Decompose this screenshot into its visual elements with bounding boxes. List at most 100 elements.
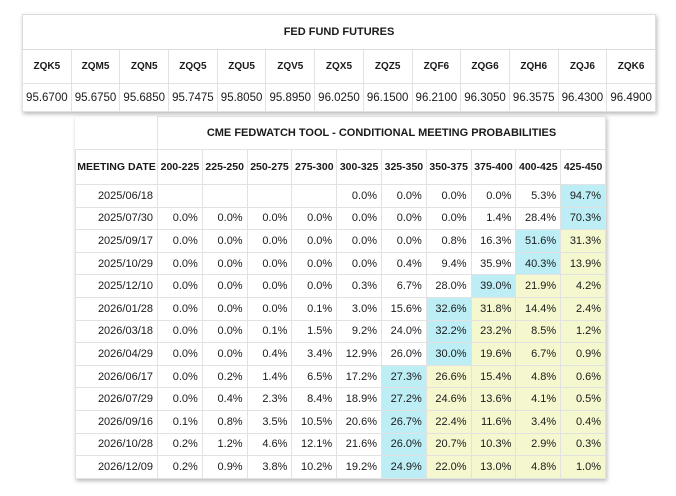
probability-cell: 22.0% [425, 455, 472, 479]
fedwatch-probabilities-table: CME FEDWATCH TOOL - CONDITIONAL MEETING … [75, 116, 607, 479]
probability-cell: 0.0% [157, 364, 203, 389]
futures-contract-header: ZQH6 [508, 49, 559, 84]
futures-price-cell: 96.1500 [362, 83, 413, 112]
futures-contract-header: ZQG6 [460, 49, 510, 84]
futures-contract-header: ZQF6 [411, 49, 462, 84]
probability-cell: 27.3% [380, 364, 427, 389]
probability-cell: 0.4% [246, 342, 293, 366]
meeting-date-cell: 2026/04/29 [75, 342, 158, 366]
probability-cell: 10.2% [291, 455, 338, 479]
probability-cell: 9.4% [425, 251, 472, 276]
probability-cell: 0.0% [380, 206, 427, 231]
probability-cell: 31.3% [560, 229, 607, 253]
probability-cell: 0.0% [336, 251, 382, 276]
probability-cell: 12.1% [291, 432, 338, 457]
meeting-date-cell: 2025/06/18 [75, 184, 158, 208]
probability-cell: 6.7% [515, 342, 562, 366]
table-row: 2026/06/17 0.0% 0.2% 1.4% 6.5% 17.2% 27.3% 26.6… [75, 364, 607, 389]
meeting-date-cell: 2026/06/17 [75, 364, 158, 389]
probability-cell: 0.0% [336, 184, 382, 208]
meeting-date-header: MEETING DATE [75, 149, 158, 185]
probability-cell: 19.6% [470, 342, 517, 366]
futures-price-cell: 96.4900 [606, 83, 656, 112]
probabilities-header-row: MEETING DATE 200-225 225-250 250-275 275-30… [75, 149, 607, 185]
probability-cell: 8.4% [291, 387, 338, 411]
probability-cell: 0.1% [157, 409, 203, 434]
probability-cell: 19.2% [336, 455, 382, 479]
probability-cell: 0.0% [380, 184, 427, 208]
probability-cell: 20.6% [336, 409, 382, 434]
probability-cell: 1.0% [560, 455, 607, 479]
probability-cell: 32.2% [425, 319, 472, 344]
probability-cell: 39.0% [470, 274, 517, 298]
probability-cell: 0.0% [201, 251, 248, 276]
probability-cell: 0.0% [157, 319, 203, 344]
rate-range-header: 250-275 [246, 149, 293, 185]
probability-cell: 9.2% [336, 319, 382, 344]
meeting-date-cell: 2026/12/09 [75, 455, 158, 479]
probability-cell: 0.0% [425, 184, 472, 208]
probability-cell: 0.2% [201, 364, 248, 389]
probability-cell: 0.0% [201, 319, 248, 344]
table-row: 2026/10/28 0.2% 1.2% 4.6% 12.1% 21.6% 26.0% 20.… [75, 432, 607, 457]
futures-price-cell: 95.8050 [216, 83, 267, 112]
probability-cell: 0.8% [425, 229, 472, 253]
probability-cell: 0.0% [470, 184, 517, 208]
probability-cell: 23.2% [470, 319, 517, 344]
probability-cell: 0.0% [336, 229, 382, 253]
probabilities-title: CME FEDWATCH TOOL - CONDITIONAL MEETING … [156, 116, 607, 150]
probability-cell: 0.6% [560, 364, 607, 389]
probability-cell: 1.2% [201, 432, 248, 457]
probability-cell: 15.6% [380, 296, 427, 321]
probability-cell: 0.4% [560, 409, 607, 434]
probability-cell: 14.4% [515, 296, 562, 321]
table-row: 2025/09/17 0.0% 0.0% 0.0% 0.0% 0.0% 0.0% 0.8% 16… [75, 229, 607, 253]
probability-cell: 32.6% [425, 296, 472, 321]
rate-range-header: 350-375 [425, 149, 472, 185]
rate-range-header: 300-325 [336, 149, 382, 185]
futures-price-cell: 96.2100 [411, 83, 462, 112]
probability-cell: 0.0% [291, 274, 338, 298]
probability-cell: 13.0% [470, 455, 517, 479]
probability-cell: 10.5% [291, 409, 338, 434]
probability-cell: 3.5% [246, 409, 293, 434]
probability-cell: 27.2% [380, 387, 427, 411]
table-row: 2025/07/30 0.0% 0.0% 0.0% 0.0% 0.0% 0.0% 0.0% 1.… [75, 206, 607, 231]
probability-cell: 0.2% [157, 432, 203, 457]
futures-contract-header: ZQX5 [314, 49, 364, 84]
probability-cell: 0.0% [201, 296, 248, 321]
probability-cell [157, 184, 203, 208]
probability-cell: 0.3% [560, 432, 607, 457]
meeting-date-cell: 2025/09/17 [75, 229, 158, 253]
futures-price-cell: 96.3575 [508, 83, 559, 112]
probability-cell: 26.0% [380, 342, 427, 366]
probability-cell: 0.0% [291, 206, 338, 231]
probability-cell: 15.4% [470, 364, 517, 389]
probability-cell: 28.4% [515, 206, 562, 231]
fed-fund-futures-table: FED FUND FUTURES ZQK5 ZQM5 ZQN5 ZQQ5 ZQU5 ZQV… [22, 14, 656, 112]
futures-contract-header: ZQN5 [119, 49, 170, 84]
probability-cell [291, 184, 338, 208]
probability-cell: 16.3% [470, 229, 517, 253]
table-corner [75, 116, 158, 150]
probability-cell: 3.4% [515, 409, 562, 434]
rate-range-header: 425-450 [560, 149, 607, 185]
futures-contract-header: ZQQ5 [168, 49, 218, 84]
table-row: 2025/12/10 0.0% 0.0% 0.0% 0.0% 0.3% 6.7% 28.0% 3… [75, 274, 607, 298]
futures-contract-header: ZQJ6 [557, 49, 608, 84]
probability-cell: 26.6% [425, 364, 472, 389]
futures-price-cell: 96.3050 [460, 83, 510, 112]
probability-cell: 11.6% [470, 409, 517, 434]
probability-cell: 4.8% [515, 364, 562, 389]
probability-cell: 26.0% [380, 432, 427, 457]
probability-cell: 0.0% [246, 296, 293, 321]
table-row: 2025/10/29 0.0% 0.0% 0.0% 0.0% 0.0% 0.4% 9.4% 35… [75, 251, 607, 276]
futures-price-cell: 95.6700 [22, 83, 72, 112]
probability-cell: 40.3% [515, 251, 562, 276]
probability-cell: 0.0% [157, 251, 203, 276]
probability-cell: 0.0% [246, 274, 293, 298]
meeting-date-cell: 2026/03/18 [75, 319, 158, 344]
rate-range-header: 375-400 [470, 149, 517, 185]
probability-cell: 31.8% [470, 296, 517, 321]
futures-contract-header: ZQM5 [70, 49, 121, 84]
